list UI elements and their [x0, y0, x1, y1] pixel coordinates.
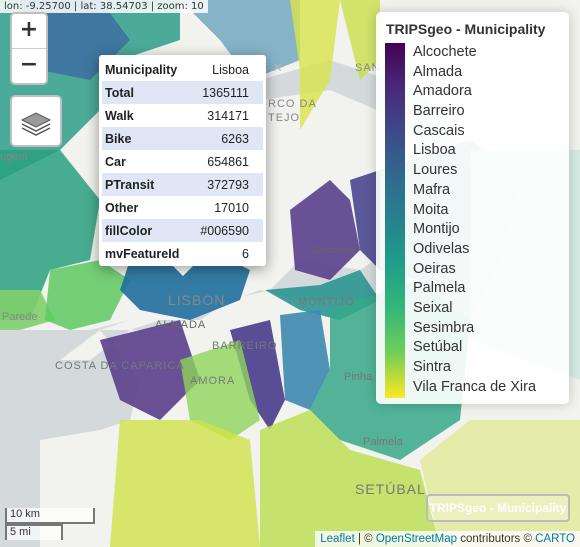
popup-row: PTransit 372793	[102, 173, 263, 196]
legend-item: Oeiras	[413, 260, 536, 280]
zoom-control: + −	[10, 12, 48, 85]
legend-item: Cascais	[413, 122, 536, 142]
legend-item: Alcochete	[413, 43, 536, 63]
attribution: Leaflet | © OpenStreetMap contributors ©…	[315, 531, 580, 547]
popup-row-value: 17010	[191, 196, 263, 219]
attribution-mid: contributors ©	[457, 533, 535, 545]
map-label-almada: ALMADA	[155, 319, 206, 331]
map-label-setubal: SETÚBAL	[355, 481, 426, 497]
popup-row-value: 372793	[191, 173, 263, 196]
popup-row-label: Total	[102, 81, 191, 104]
zoom-in-button[interactable]: +	[12, 14, 46, 49]
layer-watermark: TRIPSgeo - Municipality	[426, 494, 570, 522]
legend-item: Vila Franca de Xira	[413, 378, 536, 398]
attribution-sep: | ©	[355, 533, 376, 545]
legend: TRIPSgeo - Municipality Alcochete Almada…	[376, 12, 569, 404]
popup-row-label: Walk	[102, 104, 191, 127]
scale-bar-mi: 5 mi	[5, 524, 63, 540]
legend-item: Montijo	[413, 220, 536, 240]
layers-button[interactable]	[10, 95, 62, 147]
legend-item: Almada	[413, 63, 536, 83]
popup-row: Bike 6263	[102, 127, 263, 150]
legend-item: Sesimbra	[413, 319, 536, 339]
popup-row-value: 654861	[191, 150, 263, 173]
popup-row-label: Other	[102, 196, 191, 219]
scale-bar-km: 10 km	[5, 508, 95, 524]
popup-row-value: 314171	[191, 104, 263, 127]
leaflet-link[interactable]: Leaflet	[320, 533, 355, 545]
popup-row: Total 1365111	[102, 81, 263, 104]
legend-item: Lisboa	[413, 141, 536, 161]
legend-item: Sintra	[413, 358, 536, 378]
map-label-palmela: Palmela	[363, 436, 404, 448]
popup-row: Car 654861	[102, 150, 263, 173]
popup-row-label: mvFeatureId	[102, 242, 191, 265]
legend-color-bar	[385, 43, 405, 398]
popup-row: mvFeatureId 6	[102, 242, 263, 265]
popup-row-label: fillColor	[102, 219, 191, 242]
popup-row-label: PTransit	[102, 173, 191, 196]
popup-header-label: Municipality	[102, 58, 191, 81]
legend-item: Mafra	[413, 181, 536, 201]
popup-row-value: #006590	[191, 219, 263, 242]
carto-link[interactable]: CARTO	[535, 533, 575, 545]
popup-row-value: 6263	[191, 127, 263, 150]
feature-popup: Municipality Lisboa Total 1365111 Walk 314…	[99, 55, 266, 266]
popup-row-value: 1365111	[191, 81, 263, 104]
legend-item: Seixal	[413, 299, 536, 319]
zoom-out-button[interactable]: −	[12, 49, 46, 83]
map-label-parede: Parede	[2, 311, 37, 323]
popup-table: Municipality Lisboa Total 1365111 Walk 314…	[102, 58, 263, 265]
map-label-arco: RCO DA	[268, 98, 317, 110]
map-label-tejo: TEJO	[268, 112, 300, 124]
popup-row-label: Bike	[102, 127, 191, 150]
popup-row: fillColor #006590	[102, 219, 263, 242]
map-label-amora: AMORA	[190, 375, 235, 387]
map-label-costa: COSTA DA CAPARICA	[55, 360, 185, 372]
popup-header-value: Lisboa	[191, 58, 263, 81]
legend-title: TRIPSgeo - Municipality	[386, 21, 545, 37]
layers-icon	[12, 97, 60, 145]
legend-item: Odivelas	[413, 240, 536, 260]
legend-item: Setúbal	[413, 338, 536, 358]
popup-row: Walk 314171	[102, 104, 263, 127]
map-label-montijo: MONTIJO	[298, 296, 355, 308]
legend-item: Amadora	[413, 82, 536, 102]
popup-row-value: 6	[191, 242, 263, 265]
legend-item: Moita	[413, 201, 536, 221]
osm-link[interactable]: OpenStreetMap	[376, 533, 457, 545]
airport-x-icon: ✕	[272, 60, 283, 75]
map-label-pinhal: Pinha	[344, 371, 373, 383]
legend-item: Loures	[413, 161, 536, 181]
map-label-ugem: ugem	[0, 151, 28, 163]
legend-item: Palmela	[413, 279, 536, 299]
map-label-barreiro: BARREIRO	[212, 340, 277, 352]
map-label-lisbon: LISBON	[168, 292, 225, 308]
popup-row: Other 17010	[102, 196, 263, 219]
legend-item: Barreiro	[413, 102, 536, 122]
legend-labels: Alcochete Almada Amadora Barreiro Cascai…	[413, 43, 536, 397]
region-sesimbra	[110, 420, 260, 547]
popup-row-label: Car	[102, 150, 191, 173]
popup-header-row: Municipality Lisboa	[102, 58, 263, 81]
map-label-alcochete: Alcochete	[312, 245, 356, 256]
